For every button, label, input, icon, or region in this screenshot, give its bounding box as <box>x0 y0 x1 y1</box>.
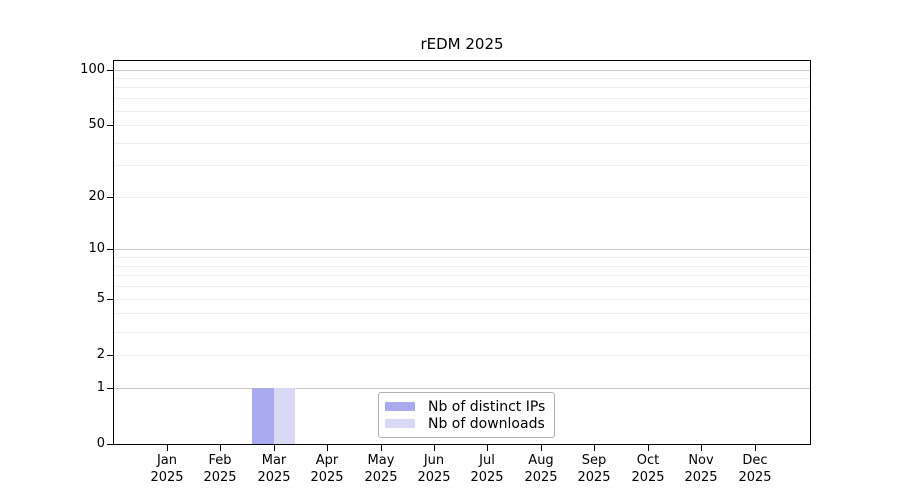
gridline-major <box>114 70 810 71</box>
y-axis-tick-label: 10 <box>88 241 105 256</box>
gridline-minor <box>114 78 810 79</box>
x-axis-tick-label: Dec 2025 <box>738 453 772 485</box>
y-axis-tick <box>107 125 113 126</box>
x-axis-tick <box>541 445 542 451</box>
gridline-minor <box>114 125 810 126</box>
chart-title: rEDM 2025 <box>420 35 504 53</box>
y-axis-tick <box>107 444 113 445</box>
gridline-minor <box>114 111 810 112</box>
y-axis-tick-label: 20 <box>88 189 105 204</box>
gridline-minor <box>114 266 810 267</box>
x-axis-tick-label: Jan 2025 <box>150 453 184 485</box>
y-axis-tick-label: 100 <box>80 62 105 77</box>
gridline-minor <box>114 275 810 276</box>
x-axis-tick-label: Jul 2025 <box>470 453 504 485</box>
legend-entry: Nb of downloads <box>385 415 545 432</box>
x-axis-tick-label: Oct 2025 <box>631 453 665 485</box>
gridline-minor <box>114 299 810 300</box>
x-axis-tick-label: Jun 2025 <box>417 453 451 485</box>
x-axis-tick <box>434 445 435 451</box>
x-axis-tick-label: Feb 2025 <box>203 453 237 485</box>
x-axis-tick <box>487 445 488 451</box>
y-axis-tick-label: 1 <box>96 380 105 395</box>
y-axis-tick-label: 5 <box>96 291 105 306</box>
legend-swatch <box>385 419 415 428</box>
gridline-minor <box>114 87 810 88</box>
x-axis-tick-label: Aug 2025 <box>524 453 558 485</box>
x-axis-tick <box>274 445 275 451</box>
y-axis-tick <box>107 388 113 389</box>
legend-label: Nb of downloads <box>428 415 545 432</box>
x-axis-tick <box>701 445 702 451</box>
y-axis-tick-label: 50 <box>88 117 105 132</box>
chart-legend: Nb of distinct IPs Nb of downloads <box>378 392 556 438</box>
y-axis-tick <box>107 70 113 71</box>
legend-label: Nb of distinct IPs <box>428 398 546 415</box>
x-axis-tick <box>220 445 221 451</box>
gridline-minor <box>114 257 810 258</box>
x-axis-tick <box>648 445 649 451</box>
gridline-minor <box>114 197 810 198</box>
bar-nb-of-downloads <box>273 387 296 444</box>
gridline-minor <box>114 165 810 166</box>
x-axis-tick <box>381 445 382 451</box>
x-axis-tick-label: Mar 2025 <box>257 453 291 485</box>
gridline-minor <box>114 355 810 356</box>
y-axis-tick <box>107 299 113 300</box>
y-axis-tick <box>107 249 113 250</box>
x-axis-tick-label: Sep 2025 <box>577 453 611 485</box>
x-axis-tick-label: May 2025 <box>364 453 398 485</box>
x-axis-tick <box>755 445 756 451</box>
gridline-major <box>114 249 810 250</box>
gridline-minor <box>114 313 810 314</box>
gridline-major <box>114 388 810 389</box>
bar-nb-of-distinct-ips <box>252 387 274 444</box>
gridline-minor <box>114 98 810 99</box>
x-axis-tick <box>594 445 595 451</box>
gridline-minor <box>114 143 810 144</box>
x-axis-tick-label: Nov 2025 <box>684 453 718 485</box>
x-axis-tick-label: Apr 2025 <box>310 453 344 485</box>
legend-swatch <box>385 402 415 411</box>
y-axis-tick <box>107 355 113 356</box>
x-axis-tick <box>327 445 328 451</box>
gridline-minor <box>114 332 810 333</box>
gridline-minor <box>114 286 810 287</box>
y-axis-tick-label: 2 <box>96 347 105 362</box>
plot-area <box>113 60 811 445</box>
x-axis-tick <box>167 445 168 451</box>
legend-entry: Nb of distinct IPs <box>385 398 545 415</box>
y-axis-tick-label: 0 <box>96 436 105 451</box>
y-axis-tick <box>107 197 113 198</box>
